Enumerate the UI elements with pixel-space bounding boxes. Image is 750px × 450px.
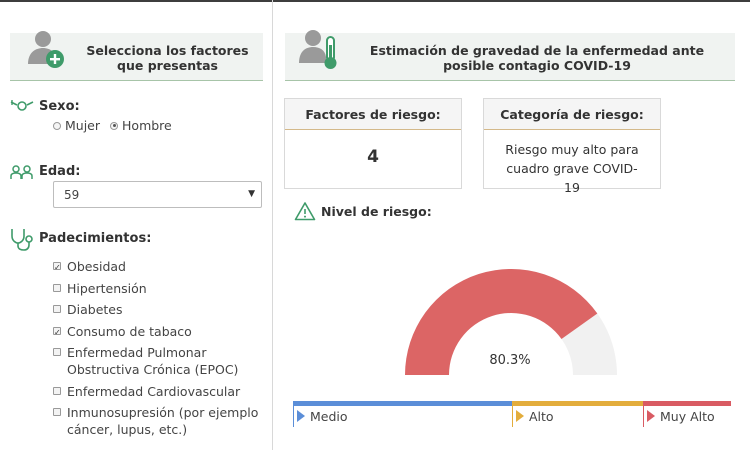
checkbox-cardiovascular[interactable]: Enfermedad Cardiovascular xyxy=(53,383,268,400)
gauge-value: 80.3% xyxy=(489,353,531,368)
checkbox-cardiovascular-label: Enfermedad Cardiovascular xyxy=(67,383,241,399)
scale-alto-marker-icon xyxy=(516,410,524,422)
risk-gauge xyxy=(405,269,617,375)
checkbox-obesidad-label: Obesidad xyxy=(67,259,126,274)
estimation-header-title: Estimación de gravedad de la enfermedad … xyxy=(369,43,705,73)
padecimientos-list: Obesidad Hipertensión Diabetes Consumo d… xyxy=(53,258,268,443)
radio-mujer-label: Mujer xyxy=(65,118,101,133)
checkbox-diabetes-label: Diabetes xyxy=(67,302,123,317)
edad-select[interactable]: 59 ▼ xyxy=(53,181,262,208)
checkbox-diabetes-box[interactable] xyxy=(53,305,61,313)
chevron-down-icon[interactable]: ▼ xyxy=(248,189,255,199)
scale-muy-alto-line xyxy=(643,401,644,427)
factores-card: Factores de riesgo: 4 xyxy=(284,98,462,189)
checkbox-tabaco[interactable]: Consumo de tabaco xyxy=(53,323,268,341)
estimation-header: Estimación de gravedad de la enfermedad … xyxy=(285,30,735,81)
scale-medio: Medio xyxy=(293,401,512,431)
edad-value: 59 xyxy=(64,188,80,202)
gauge-fill xyxy=(405,269,598,375)
checkbox-hipertension-box[interactable] xyxy=(53,283,61,292)
checkbox-obesidad[interactable]: Obesidad xyxy=(53,258,268,276)
radio-mujer-circle[interactable] xyxy=(53,121,61,130)
checkbox-epoc-label: Enfermedad Pulmonar Obstructiva Crónica … xyxy=(67,345,239,377)
checkbox-diabetes[interactable]: Diabetes xyxy=(53,301,268,318)
radio-hombre-label: Hombre xyxy=(122,118,172,133)
scale-muy-alto-bar xyxy=(643,401,731,406)
people-icon xyxy=(10,165,33,179)
checkbox-obesidad-box[interactable] xyxy=(53,259,61,276)
checkbox-cardiovascular-box[interactable] xyxy=(53,386,61,395)
sexo-radio-group: Mujer Hombre xyxy=(53,118,182,133)
warning-icon xyxy=(294,202,316,221)
scale-muy-alto: Muy Alto xyxy=(643,401,731,431)
factores-card-value: 4 xyxy=(367,147,379,167)
scale-medio-bar xyxy=(293,401,512,406)
scale-muy-alto-marker-icon xyxy=(647,410,655,422)
checkbox-tabaco-label: Consumo de tabaco xyxy=(67,323,192,339)
scale-medio-label: Medio xyxy=(310,409,348,424)
checkbox-inmunosupresion-box[interactable] xyxy=(53,408,61,416)
factores-card-title: Factores de riesgo: xyxy=(285,99,461,130)
factors-header-title: Selecciona los factores que presentas xyxy=(86,43,249,73)
sick-person-thermometer-icon xyxy=(299,30,337,69)
factors-panel xyxy=(0,0,273,450)
radio-hombre-circle[interactable] xyxy=(110,121,119,130)
checkbox-tabaco-box[interactable] xyxy=(53,324,61,341)
risk-scale: Medio Alto Muy Alto xyxy=(293,401,731,431)
scale-alto: Alto xyxy=(512,401,643,431)
nivel-riesgo-label: Nivel de riesgo: xyxy=(321,203,432,219)
scale-medio-line xyxy=(293,401,294,427)
checkbox-inmunosupresion[interactable]: Inmunosupresión (por ejemplo cáncer, lup… xyxy=(53,404,268,438)
radio-mujer[interactable]: Mujer xyxy=(53,118,100,133)
padecimientos-label: Padecimientos: xyxy=(39,231,152,246)
nivel-riesgo: Nivel de riesgo: xyxy=(294,201,432,221)
checkbox-hipertension[interactable]: Hipertensión xyxy=(53,280,268,297)
categoria-card: Categoría de riesgo: Riesgo muy alto par… xyxy=(483,98,661,195)
sexo-label: Sexo: xyxy=(39,99,80,114)
scale-alto-label: Alto xyxy=(529,409,554,424)
scale-muy-alto-label: Muy Alto xyxy=(660,409,715,424)
checkbox-epoc[interactable]: Enfermedad Pulmonar Obstructiva Crónica … xyxy=(53,344,268,378)
checkbox-hipertension-label: Hipertensión xyxy=(67,280,147,296)
checkbox-epoc-box[interactable] xyxy=(53,348,61,356)
categoria-card-title: Categoría de riesgo: xyxy=(484,99,660,130)
categoria-card-value: Riesgo muy alto para cuadro grave COVID-… xyxy=(505,142,639,195)
add-user-icon xyxy=(28,31,64,68)
scale-alto-bar xyxy=(512,401,643,406)
factors-header: Selecciona los factores que presentas xyxy=(10,31,263,81)
edad-label: Edad: xyxy=(39,164,81,179)
stethoscope-icon xyxy=(11,229,33,251)
scale-alto-line xyxy=(512,401,513,427)
radio-hombre[interactable]: Hombre xyxy=(110,118,172,133)
top-border xyxy=(0,0,750,2)
scale-medio-marker-icon xyxy=(297,410,305,422)
checkbox-inmunosupresion-label: Inmunosupresión (por ejemplo cáncer, lup… xyxy=(67,405,259,437)
gender-icon xyxy=(10,100,34,111)
